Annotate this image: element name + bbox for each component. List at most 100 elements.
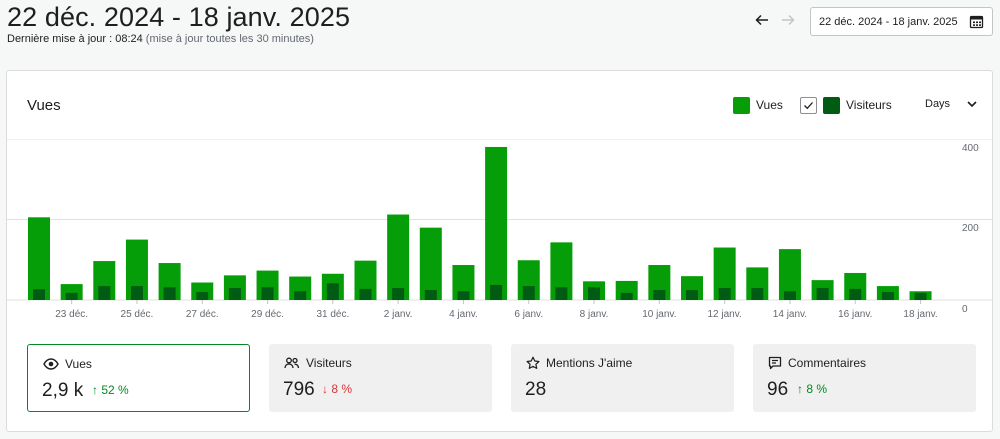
period-select[interactable]: Days xyxy=(925,98,978,110)
arrow-up-icon: ↑ xyxy=(797,382,803,396)
tile-mentions-value: 28 xyxy=(525,379,547,400)
bar-visiteurs[interactable] xyxy=(228,288,241,300)
x-tick-label: 4 janv. xyxy=(449,309,478,320)
legend-vues[interactable]: Vues xyxy=(733,96,783,114)
bar-visiteurs[interactable] xyxy=(686,290,698,300)
x-tick-label: 2 janv. xyxy=(384,309,413,320)
tile-visiteurs-header: Visiteurs xyxy=(284,356,352,370)
bar-visiteurs[interactable] xyxy=(457,291,470,300)
eye-icon xyxy=(43,358,59,370)
tile-commentaires-header: Commentaires xyxy=(768,356,866,370)
bar-visiteurs[interactable] xyxy=(326,283,339,300)
vues-swatch xyxy=(733,96,750,114)
arrow-down-icon: ↓ xyxy=(322,382,328,396)
bar-visiteurs[interactable] xyxy=(65,292,78,300)
tile-vues-value: 2,9 k xyxy=(42,380,84,401)
x-tick-label: 6 janv. xyxy=(514,309,543,320)
bar-visiteurs[interactable] xyxy=(555,287,568,300)
period-select-label: Days xyxy=(925,98,951,110)
arrow-right-icon xyxy=(782,14,795,26)
tile-visiteurs-delta: ↓ 8 % xyxy=(322,382,352,396)
tile-visiteurs-label: Visiteurs xyxy=(306,356,352,370)
checkmark-icon xyxy=(804,101,813,109)
chart-title: Vues xyxy=(27,97,61,114)
bar-visiteurs[interactable] xyxy=(392,288,405,300)
y-tick-label: 400 xyxy=(962,143,979,154)
bar-vues[interactable] xyxy=(28,217,50,300)
tile-vues[interactable]: Vues 2,9 k ↑ 52 % xyxy=(27,344,250,412)
bar-visiteurs[interactable] xyxy=(718,288,731,300)
tile-commentaires-delta-value: 8 % xyxy=(806,382,828,396)
tile-vues-delta: ↑ 52 % xyxy=(92,383,129,397)
x-tick-label: 23 déc. xyxy=(55,309,88,320)
bar-vues[interactable] xyxy=(713,247,736,300)
tile-visiteurs-value: 796 xyxy=(283,379,315,400)
bar-visiteurs[interactable] xyxy=(783,291,796,300)
bar-visiteurs[interactable] xyxy=(33,289,45,300)
previous-period-button[interactable] xyxy=(754,12,770,30)
tile-visiteurs[interactable]: Visiteurs 796 ↓ 8 % xyxy=(269,344,492,412)
tile-commentaires[interactable]: Commentaires 96 ↑ 8 % xyxy=(753,344,976,412)
bar-visiteurs[interactable] xyxy=(620,292,633,300)
y-tick-label: 200 xyxy=(962,223,979,234)
x-tick-label: 16 janv. xyxy=(838,309,872,320)
bar-visiteurs[interactable] xyxy=(163,287,176,300)
x-tick-label: 27 déc. xyxy=(186,309,219,320)
bar-visiteurs[interactable] xyxy=(881,292,894,300)
arrow-left-icon xyxy=(755,14,768,26)
arrow-up-icon: ↑ xyxy=(92,383,98,397)
bar-vues[interactable] xyxy=(387,214,410,300)
tile-mentions[interactable]: Mentions J'aime 28 xyxy=(511,344,734,412)
bar-visiteurs[interactable] xyxy=(588,287,601,300)
x-tick-label: 29 déc. xyxy=(251,309,284,320)
date-range-button[interactable]: 22 déc. 2024 - 18 janv. 2025 xyxy=(810,7,993,36)
stats-card: Vues Vues Visiteurs Days 400 200 0 23 déc. 2… xyxy=(6,70,993,432)
bar-vues[interactable] xyxy=(419,227,442,300)
comment-icon xyxy=(768,356,782,370)
tile-mentions-label: Mentions J'aime xyxy=(546,356,633,370)
tile-commentaires-value: 96 xyxy=(767,379,789,400)
tile-vues-header: Vues xyxy=(43,357,92,371)
bar-visiteurs[interactable] xyxy=(196,292,209,300)
x-tick-label: 18 janv. xyxy=(903,309,937,320)
bar-visiteurs[interactable] xyxy=(294,291,307,300)
bar-visiteurs[interactable] xyxy=(424,290,437,300)
visiteurs-checkbox[interactable] xyxy=(800,96,817,114)
bar-vues[interactable] xyxy=(778,249,801,300)
bar-visiteurs[interactable] xyxy=(130,286,143,300)
bar-visiteurs[interactable] xyxy=(261,287,274,300)
people-icon xyxy=(284,357,300,369)
bar-visiteurs[interactable] xyxy=(98,286,111,300)
bar-visiteurs[interactable] xyxy=(816,288,829,300)
update-frequency-note: (mise à jour toutes les 30 minutes) xyxy=(145,33,314,45)
tile-vues-label: Vues xyxy=(65,357,92,371)
bar-visiteurs[interactable] xyxy=(490,284,503,300)
legend-vues-label: Vues xyxy=(756,98,783,112)
star-icon xyxy=(526,356,540,369)
bar-visiteurs[interactable] xyxy=(751,288,764,300)
last-updated: Dernière mise à jour : 08:24 (mise à jou… xyxy=(7,33,314,45)
next-period-button[interactable] xyxy=(780,12,796,30)
legend-visiteurs[interactable]: Visiteurs xyxy=(800,96,892,114)
x-tick-label: 14 janv. xyxy=(773,309,807,320)
calendar-icon xyxy=(969,14,984,32)
bar-vues[interactable] xyxy=(485,146,508,300)
date-range-label: 22 déc. 2024 - 18 janv. 2025 xyxy=(819,15,958,28)
period-navigation xyxy=(754,12,796,30)
bar-vues[interactable] xyxy=(125,239,148,300)
tile-commentaires-label: Commentaires xyxy=(788,356,867,370)
tile-mentions-header: Mentions J'aime xyxy=(526,356,632,370)
x-tick-label: 10 janv. xyxy=(642,309,676,320)
legend-visiteurs-label: Visiteurs xyxy=(846,98,892,112)
last-updated-label: Dernière mise à jour : 08:24 xyxy=(7,33,143,45)
bar-visiteurs[interactable] xyxy=(849,288,862,300)
bar-visiteurs[interactable] xyxy=(522,286,535,300)
bar-visiteurs[interactable] xyxy=(914,292,927,300)
tile-commentaires-delta: ↑ 8 % xyxy=(797,382,827,396)
tile-vues-delta-value: 52 % xyxy=(101,383,129,397)
views-bar-chart: 400 200 0 23 déc. 25 déc. 27 déc. 29 déc. 31 dé… xyxy=(7,139,992,320)
bar-vues[interactable] xyxy=(550,242,573,300)
stat-tiles: Vues 2,9 k ↑ 52 % Visiteurs 796 ↓ 8 % Me… xyxy=(27,344,976,412)
bar-visiteurs[interactable] xyxy=(359,288,372,300)
bar-visiteurs[interactable] xyxy=(653,290,666,300)
